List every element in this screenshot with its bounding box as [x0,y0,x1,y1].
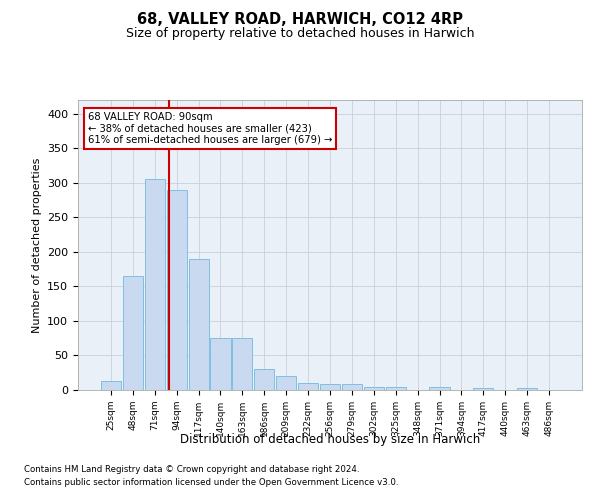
Bar [276,376,296,390]
Text: Distribution of detached houses by size in Harwich: Distribution of detached houses by size … [180,432,480,446]
Bar [430,386,449,390]
Bar [473,388,493,390]
Bar [101,381,121,390]
Text: 68, VALLEY ROAD, HARWICH, CO12 4RP: 68, VALLEY ROAD, HARWICH, CO12 4RP [137,12,463,28]
Bar [364,386,384,390]
Text: Size of property relative to detached houses in Harwich: Size of property relative to detached ho… [126,28,474,40]
Bar [145,180,165,390]
Bar [167,190,187,390]
Bar [211,338,230,390]
Bar [232,338,253,390]
Text: Contains public sector information licensed under the Open Government Licence v3: Contains public sector information licen… [24,478,398,487]
Bar [123,276,143,390]
Bar [298,383,318,390]
Text: Contains HM Land Registry data © Crown copyright and database right 2024.: Contains HM Land Registry data © Crown c… [24,466,359,474]
Y-axis label: Number of detached properties: Number of detached properties [32,158,41,332]
Text: 68 VALLEY ROAD: 90sqm
← 38% of detached houses are smaller (423)
61% of semi-det: 68 VALLEY ROAD: 90sqm ← 38% of detached … [88,112,332,145]
Bar [386,386,406,390]
Bar [342,384,362,390]
Bar [188,259,209,390]
Bar [320,384,340,390]
Bar [517,388,537,390]
Bar [254,370,274,390]
